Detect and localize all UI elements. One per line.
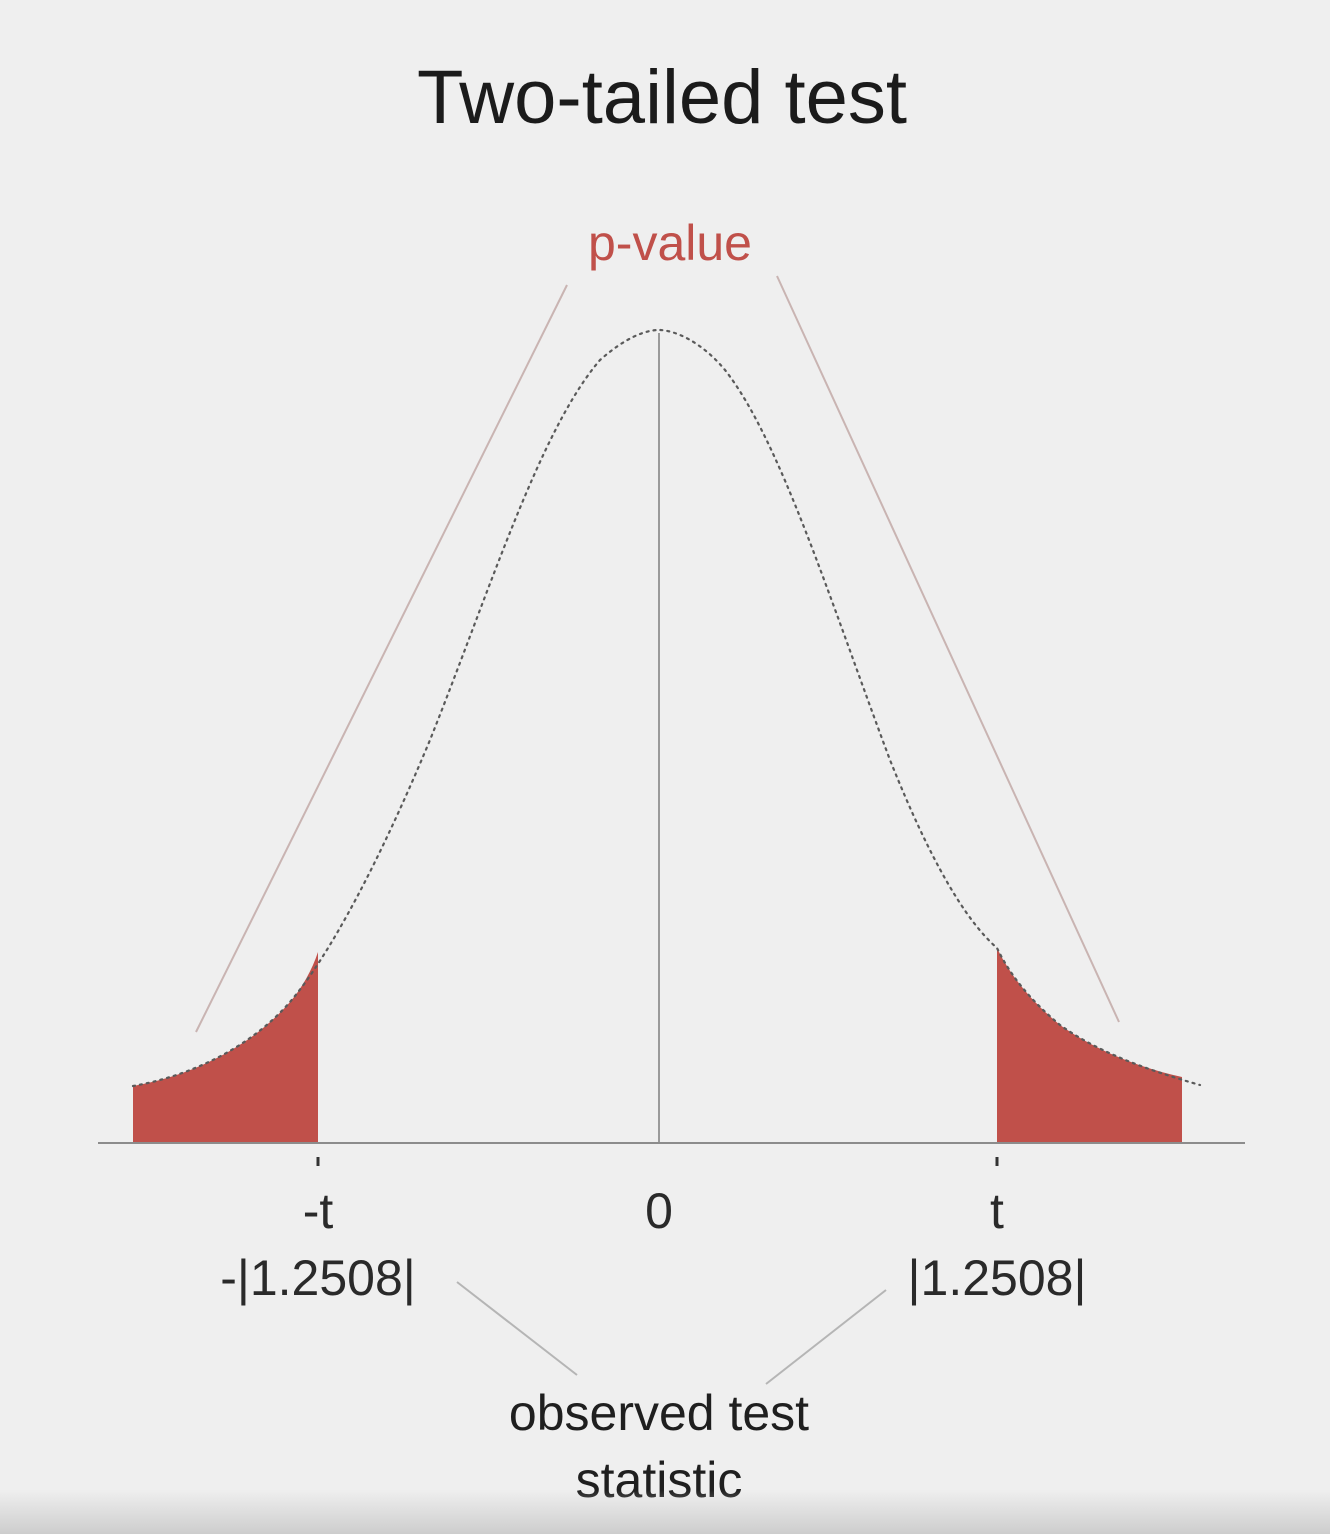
caption-leader-right <box>765 1289 887 1385</box>
p-value-leader-right <box>776 275 1120 1023</box>
tick-symbol-zero: 0 <box>645 1183 673 1239</box>
caption-line-1: observed test <box>509 1385 809 1441</box>
caption-leader-left <box>456 1281 578 1376</box>
tick-symbol-pos: t <box>990 1183 1004 1239</box>
bottom-shadow <box>0 1490 1330 1534</box>
right-tail-area <box>997 948 1182 1143</box>
tick-value-neg: -|1.2508| <box>220 1250 416 1306</box>
tick-value-pos: |1.2508| <box>908 1250 1087 1306</box>
left-tail-area <box>133 952 318 1143</box>
p-value-label: p-value <box>588 215 752 271</box>
distribution-curve <box>131 328 1202 1088</box>
p-value-leader-left <box>195 284 568 1033</box>
tick-symbol-neg: -t <box>303 1183 334 1239</box>
diagram-title: Two-tailed test <box>417 55 907 140</box>
